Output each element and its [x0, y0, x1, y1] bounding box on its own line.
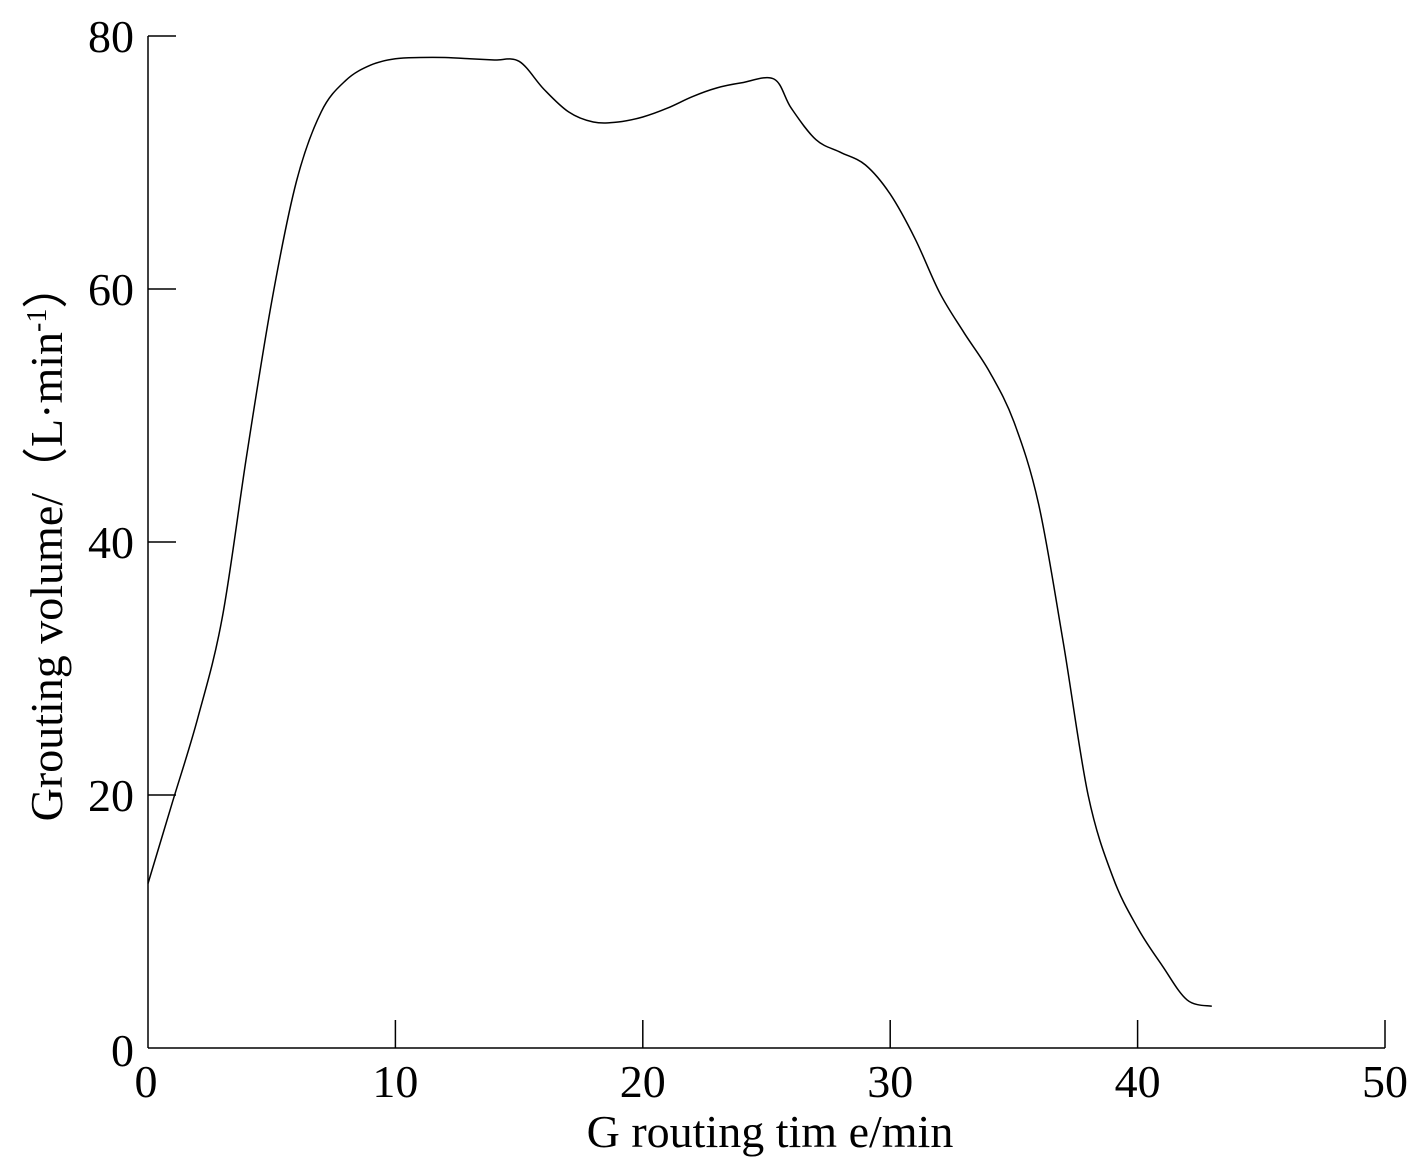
series-line: [147, 56, 1212, 1008]
y-ticks: 0 20 40 60 80: [88, 11, 176, 1076]
y-tick-label: 20: [88, 770, 134, 821]
y-tick-label: 0: [111, 1025, 134, 1076]
x-ticks: 0 10 20 30 40 50: [135, 1020, 1408, 1107]
axes: [147, 36, 1385, 1049]
x-tick-label: 20: [620, 1056, 666, 1107]
y-tick-label: 80: [88, 11, 134, 62]
x-tick-label: 0: [135, 1056, 158, 1107]
y-axis-title-main: Grouting volume/（L·min: [21, 332, 72, 821]
y-axis-title-superscript: -1: [22, 309, 53, 332]
y-axis-title: Grouting volume/（L·min-1）: [21, 263, 72, 822]
y-axis-title-group: Grouting volume/（L·min-1）: [21, 263, 72, 822]
y-tick-label: 40: [88, 517, 134, 568]
y-axis-title-close: ）: [21, 263, 72, 309]
series-group: [147, 56, 1212, 1008]
x-axis-title: G routing tim e/min: [587, 1106, 954, 1157]
x-tick-label: 50: [1362, 1056, 1408, 1107]
x-tick-label: 40: [1115, 1056, 1161, 1107]
x-tick-label: 30: [867, 1056, 913, 1107]
y-tick-label: 60: [88, 264, 134, 315]
x-tick-label: 10: [372, 1056, 418, 1107]
